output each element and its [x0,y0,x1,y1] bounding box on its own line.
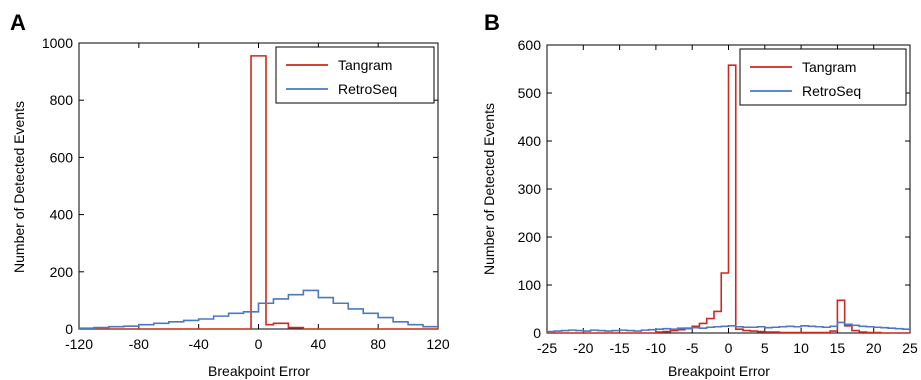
panel-b-x-tick-label: 15 [830,340,846,356]
panel-a-x-tick-label: 120 [426,336,450,352]
panel-a-legend-label-retroseq: RetroSeq [338,81,397,97]
panel-a-y-tick-label: 400 [50,207,74,223]
panel-a-series-retroseq-line [79,289,438,329]
panel-b-x-axis-title: Breakpoint Error [668,363,770,379]
panel-b-y-tick-label: 200 [518,229,542,245]
panel-b-x-tick-label: -20 [573,340,593,356]
panel-b-chart: -25 -20 -15 -10 -5 0 5 10 15 20 25 0 100 200 300 400 500… [518,37,918,356]
panel-b-y-axis-title: Number of Detected Events [481,103,497,275]
panel-a-x-tick-label: 80 [370,336,386,352]
panel-a-x-tick-label: 40 [311,336,327,352]
panel-a-y-tick-label: 800 [50,92,74,108]
panel-a-y-axis-title: Number of Detected Events [11,101,27,273]
panel-letter-a: A [10,10,26,35]
panel-a-chart: -120 -80 -40 0 40 80 120 0 200 400 600 800 1000 Tangr… [42,35,450,352]
panel-a-x-tick-label: -80 [129,336,149,352]
panel-b-legend-label-tangram: Tangram [802,59,856,75]
panel-b-x-tick-label: 10 [793,340,809,356]
panel-a-y-tick-label: 1000 [42,35,73,51]
panel-b-legend-label-retroseq: RetroSeq [802,83,861,99]
panel-letter-b: B [484,10,500,35]
panel-a-legend-label-tangram: Tangram [338,57,392,73]
panel-b-series-retroseq-line [547,321,910,333]
panel-a-y-tick-label: 0 [65,321,73,337]
panel-b-x-tick-label: 0 [725,340,733,356]
panel-a-y-tick-label: 600 [50,149,74,165]
panel-a-x-tick-label: -120 [65,336,93,352]
panel-b-x-tick-label: -15 [609,340,629,356]
panel-a-x-axis-title: Breakpoint Error [208,363,310,379]
panel-a-series-tangram-line [79,55,438,329]
panel-b-series-tangram-line [547,64,910,333]
panel-b-y-tick-label: 0 [533,325,541,341]
panel-b-y-tick-label: 300 [518,181,542,197]
panel-b-x-tick-label: -5 [686,340,699,356]
panel-b-x-tick-label: -10 [646,340,666,356]
panel-b-y-tick-label: 400 [518,133,542,149]
panel-b-x-tick-label: 20 [866,340,882,356]
panel-b-legend-box [739,48,907,106]
panel-b-y-tick-label: 600 [518,37,542,53]
panel-b-x-tick-label: -25 [537,340,557,356]
panel-b-x-tick-label: 25 [902,340,918,356]
panel-b-x-tick-label: 5 [761,340,769,356]
panel-a-legend-box [275,46,435,104]
panel-a-x-tick-label: -40 [189,336,209,352]
panel-a-y-tick-label: 200 [50,264,74,280]
panel-b-y-tick-label: 100 [518,277,542,293]
panel-a-x-tick-label: 0 [255,336,263,352]
panel-b-y-tick-label: 500 [518,85,542,101]
